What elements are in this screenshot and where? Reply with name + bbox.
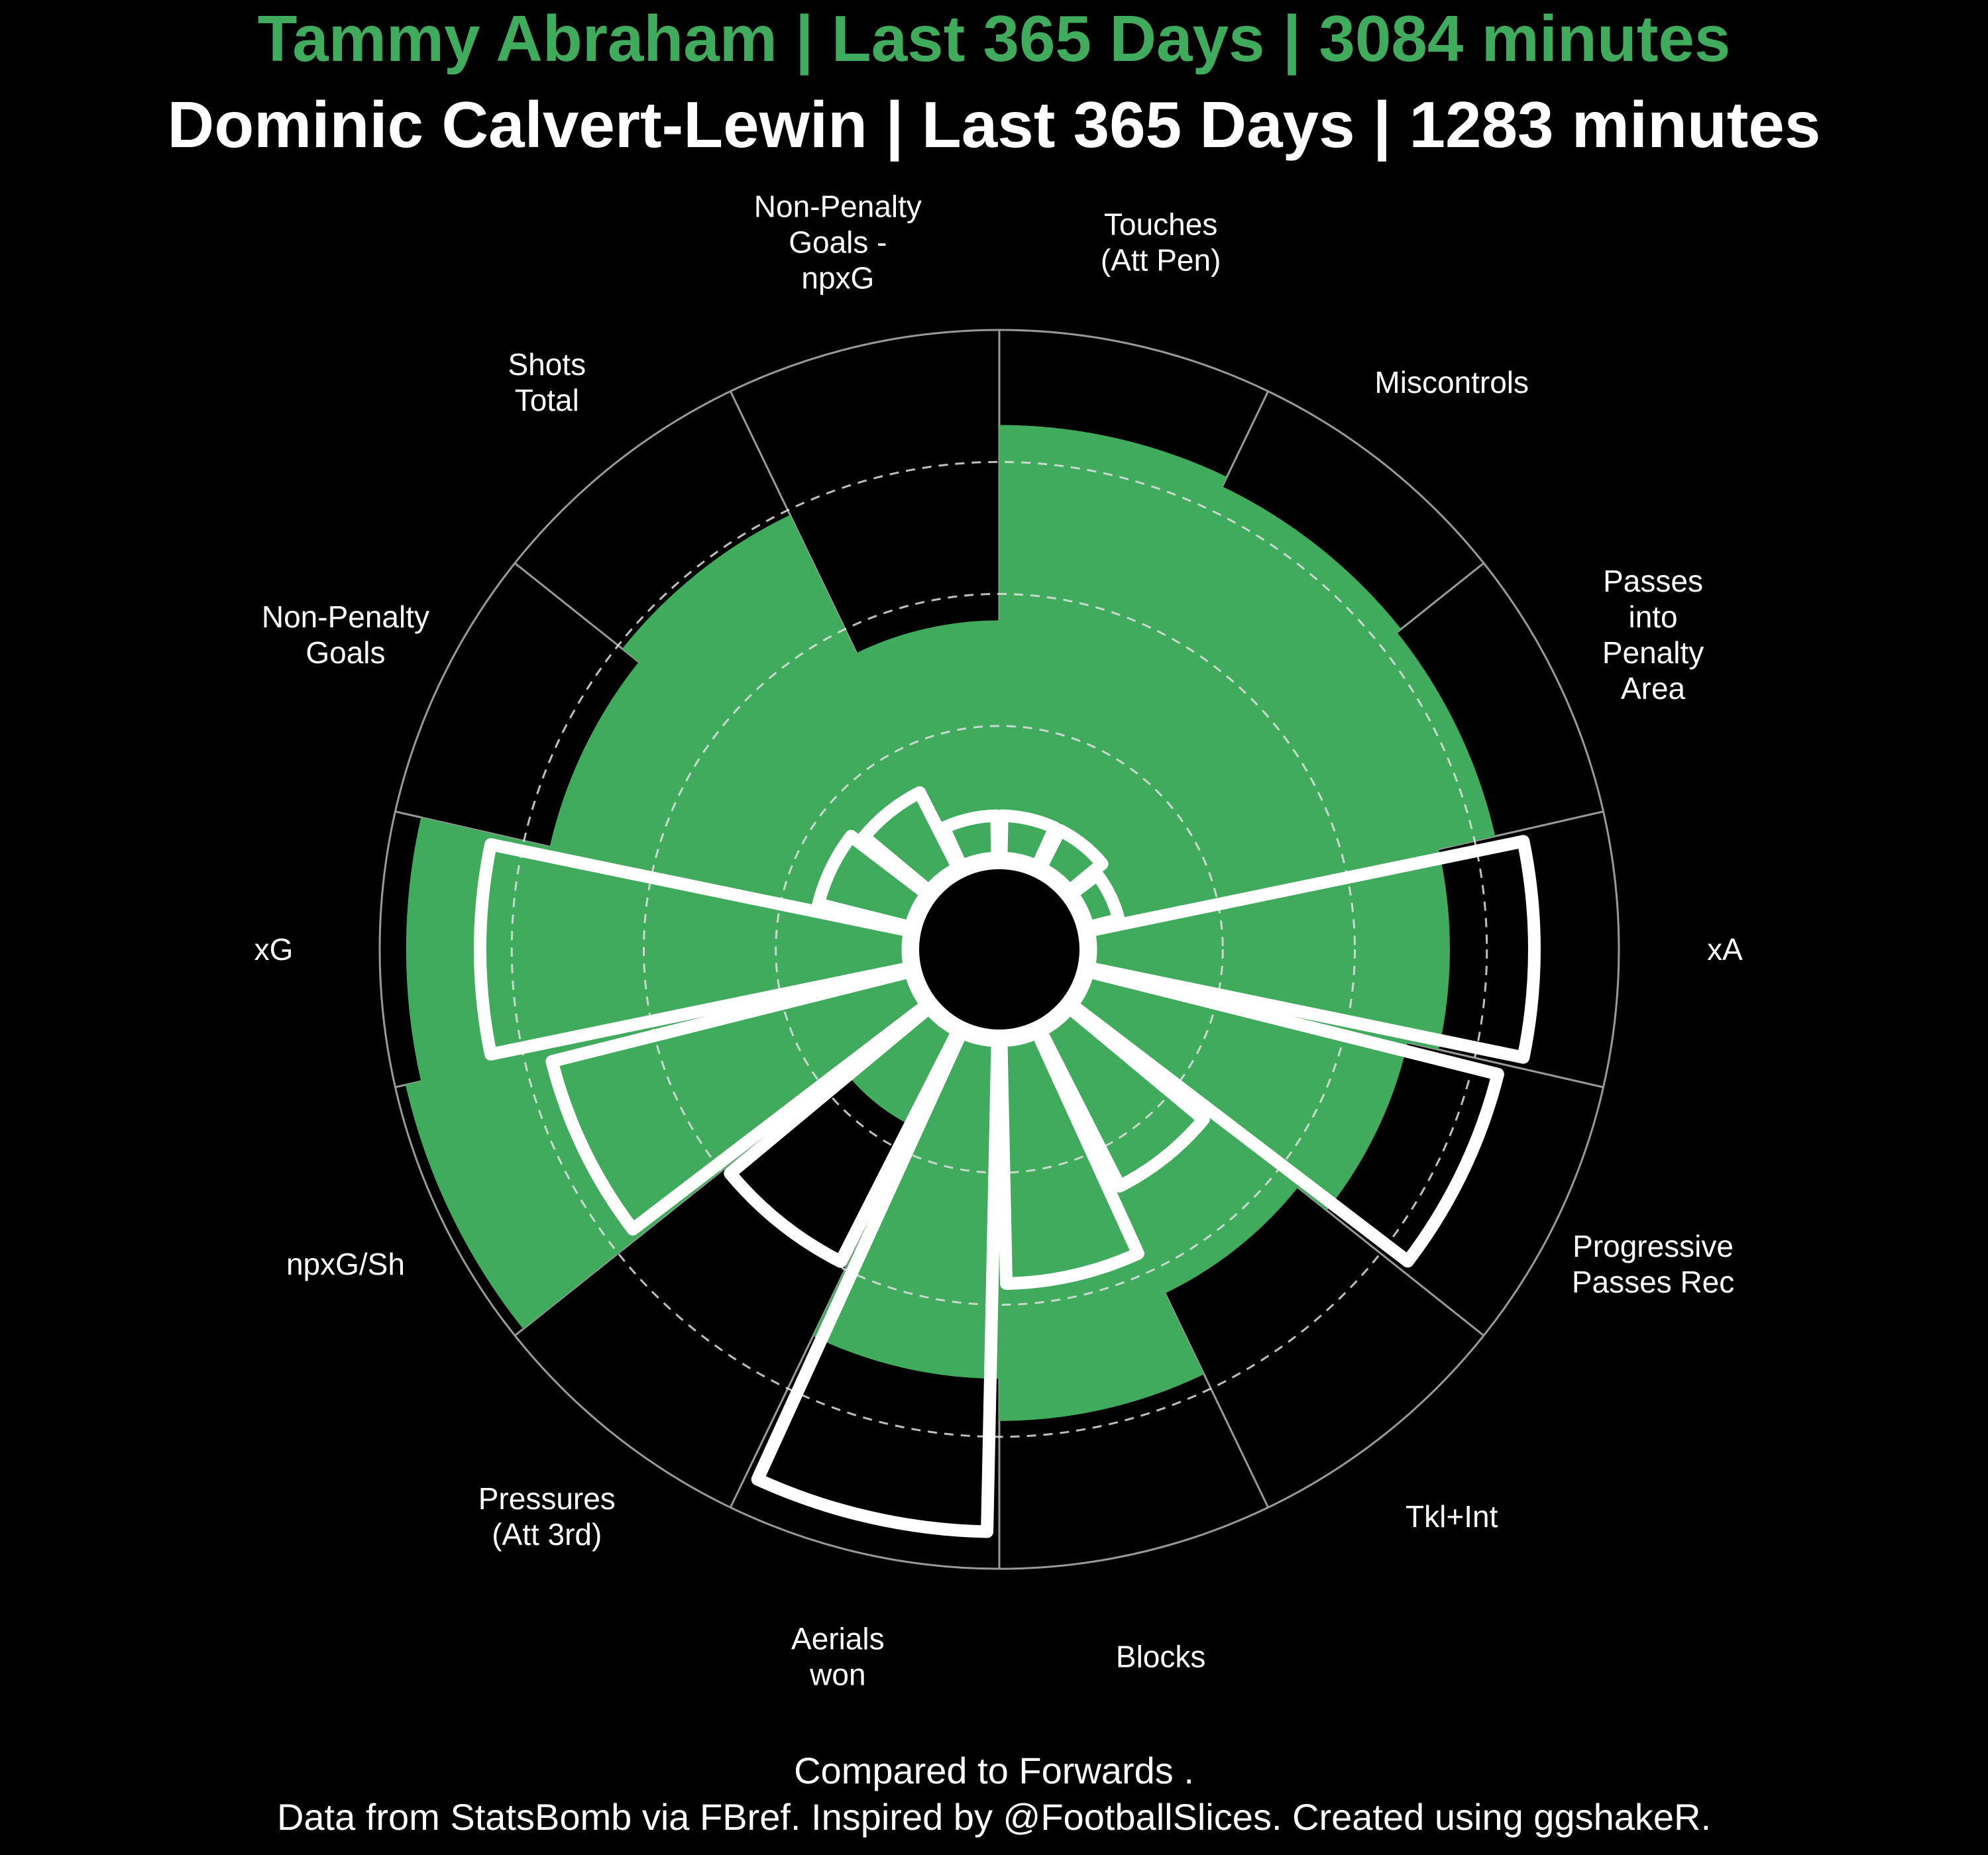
category-label: Miscontrols [1374, 365, 1529, 399]
category-label: Blocks [1116, 1640, 1205, 1674]
bar-player1 [1070, 632, 1496, 929]
chart-title-player2: Dominic Calvert-Lewin | Last 365 Days | … [167, 88, 1821, 161]
bar-player1 [999, 1032, 1204, 1421]
caption-comparison: Compared to Forwards . [794, 1750, 1194, 1791]
category-label: Touches (Att Pen) [1101, 207, 1221, 277]
category-label: Aerials won [791, 1622, 885, 1692]
bar-player1 [856, 620, 999, 867]
chart-title-player1: Tammy Abraham | Last 365 Days | 3084 min… [257, 2, 1731, 75]
grid-ring [510, 460, 1488, 1438]
bar-player1 [845, 1006, 960, 1127]
category-label: xG [254, 932, 294, 967]
caption-credits: Data from StatsBomb via FBref. Inspired … [276, 1796, 1712, 1838]
category-label: xA [1707, 932, 1743, 967]
bar-player1 [1088, 849, 1450, 1050]
bar-player1 [1038, 486, 1402, 892]
category-label: Passes into Penalty Area [1602, 564, 1704, 706]
category-label: Non-Penalty Goals [262, 600, 429, 670]
category-label: Tkl+Int [1406, 1499, 1498, 1534]
category-label: Shots Total [508, 347, 586, 417]
bar-player1 [405, 969, 928, 1330]
category-label: Non-Penalty Goals -npxG [754, 189, 922, 295]
bar-player1 [999, 425, 1227, 867]
bar-player1 [406, 817, 911, 1082]
center-hole [905, 855, 1094, 1044]
bar-player1 [812, 1032, 999, 1379]
grid-ring [643, 593, 1356, 1306]
category-label: npxG/Sh [286, 1247, 405, 1281]
category-label: Progressive Passes Rec [1572, 1229, 1734, 1299]
category-label: Pressures (Att 3rd) [478, 1481, 616, 1552]
bar-player1 [622, 515, 960, 892]
